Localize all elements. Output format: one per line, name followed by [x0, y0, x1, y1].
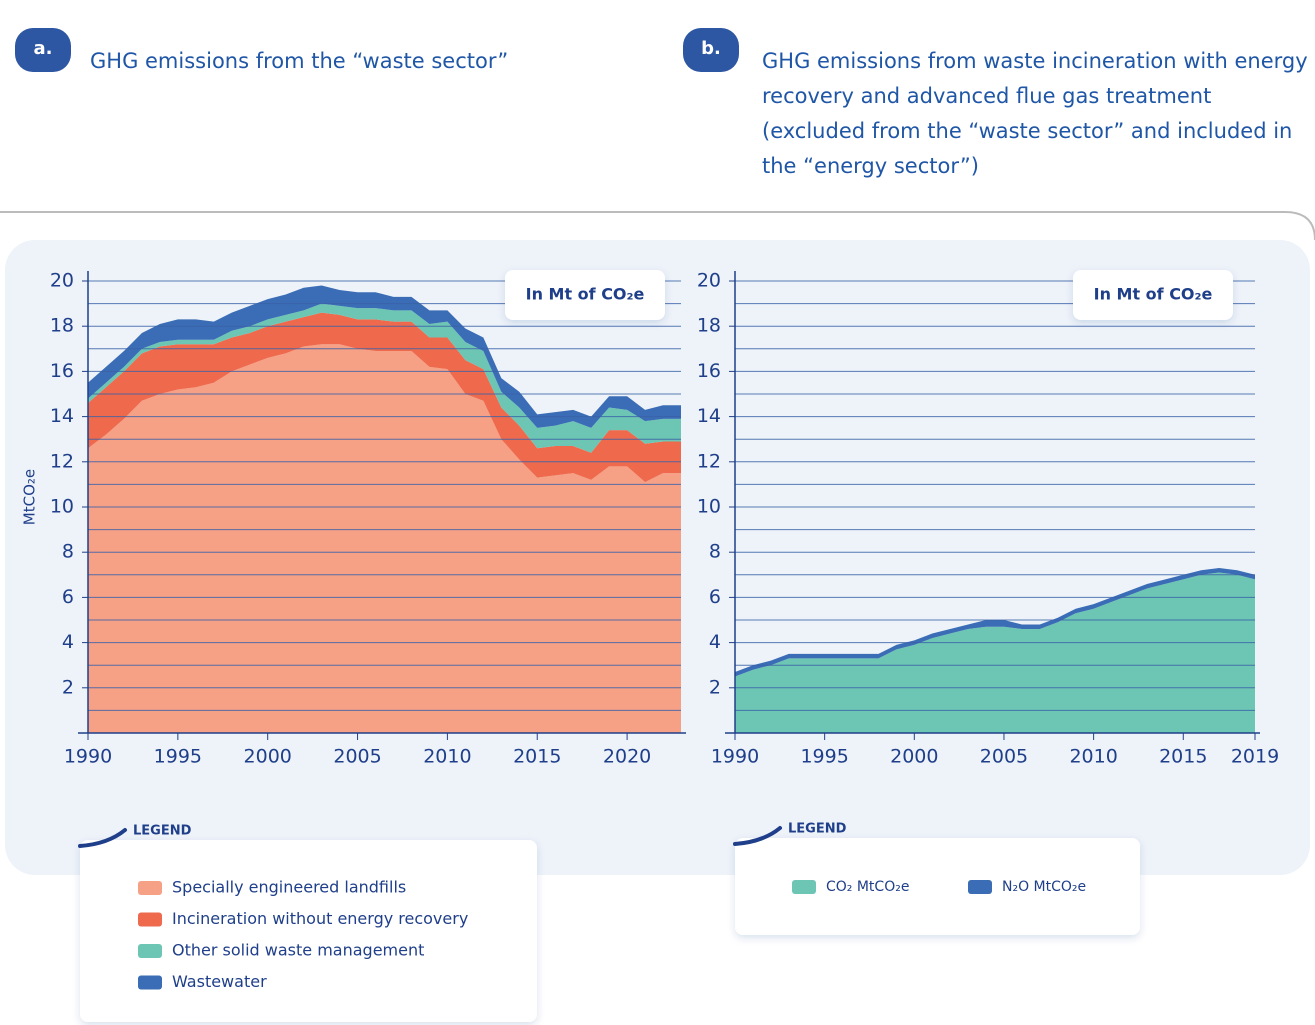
- x-tick-label: 2000: [244, 746, 292, 768]
- x-tick-label: 2005: [980, 746, 1028, 768]
- legend-swatch: [138, 912, 162, 927]
- y-tick-label: 10: [50, 496, 74, 518]
- panel-label: b.: [701, 38, 721, 59]
- heading-a: GHG emissions from the “waste sector”: [90, 49, 509, 73]
- x-tick-label: 2005: [333, 746, 381, 768]
- legend-swatch: [968, 880, 992, 894]
- y-tick-label: 14: [50, 405, 74, 427]
- x-tick-label: 1995: [154, 746, 202, 768]
- y-tick-label: 10: [697, 496, 721, 518]
- y-tick-label: 20: [50, 270, 74, 292]
- y-tick-label: 8: [709, 541, 721, 563]
- legend-swatch: [138, 881, 162, 895]
- x-tick-label: 1990: [64, 746, 112, 768]
- annotation: In Mt of CO₂e: [526, 285, 645, 304]
- legend-title: LEGEND: [133, 824, 192, 839]
- y-tick-label: 18: [697, 315, 721, 337]
- legend-swoosh: [733, 826, 782, 846]
- y-tick-label: 4: [62, 631, 74, 653]
- y-axis-label: MtCO₂e: [21, 469, 39, 525]
- y-tick-label: 16: [697, 360, 721, 382]
- x-tick-label: 1990: [711, 746, 759, 768]
- annotation-box: [1073, 270, 1233, 320]
- area: [88, 285, 681, 428]
- y-tick-label: 8: [62, 541, 74, 563]
- legend-box: [735, 838, 1140, 935]
- y-tick-label: 2: [62, 676, 74, 698]
- legend-label: Incineration without energy recovery: [172, 909, 468, 928]
- panel-tab: [683, 28, 739, 72]
- area: [88, 312, 681, 483]
- area: [88, 344, 681, 733]
- legend-label: Wastewater: [172, 972, 267, 991]
- y-tick-label: 6: [709, 586, 721, 608]
- x-tick-label: 2000: [890, 746, 938, 768]
- legend-swatch: [138, 975, 162, 990]
- y-tick-label: 2: [709, 676, 721, 698]
- y-tick-label: 12: [50, 450, 74, 472]
- y-tick-label: 6: [62, 586, 74, 608]
- y-tick-label: 4: [709, 631, 721, 653]
- x-tick-label: 1995: [800, 746, 848, 768]
- legend-swatch: [792, 880, 816, 894]
- y-tick-label: 16: [50, 360, 74, 382]
- x-tick-label: 2019: [1231, 746, 1279, 768]
- legend-swatch: [138, 944, 162, 958]
- legend-label: Other solid waste management: [172, 941, 424, 960]
- divider: [0, 211, 1315, 241]
- annotation-box: [505, 270, 665, 320]
- legend-swoosh: [78, 828, 127, 848]
- legend-title: LEGEND: [788, 822, 847, 837]
- panel-tab: [15, 28, 71, 72]
- annotation: In Mt of CO₂e: [1094, 285, 1213, 304]
- legend-label: CO₂ MtCO₂e: [826, 879, 909, 895]
- y-tick-label: 12: [697, 450, 721, 472]
- y-tick-label: 14: [697, 405, 721, 427]
- y-tick-label: 20: [697, 270, 721, 292]
- x-tick-label: 2010: [1069, 746, 1117, 768]
- x-tick-label: 2010: [423, 746, 471, 768]
- x-tick-label: 2015: [513, 746, 561, 768]
- heading-b: GHG emissions from waste incineration wi…: [762, 49, 1308, 178]
- x-tick-label: 2020: [603, 746, 651, 768]
- area: [735, 568, 1255, 677]
- legend-label: Specially engineered landfills: [172, 878, 406, 897]
- legend-label: N₂O MtCO₂e: [1002, 879, 1086, 895]
- area: [735, 572, 1255, 733]
- panel-label: a.: [34, 38, 53, 59]
- legend-box: [80, 840, 537, 1022]
- y-tick-label: 18: [50, 315, 74, 337]
- x-tick-label: 2015: [1159, 746, 1207, 768]
